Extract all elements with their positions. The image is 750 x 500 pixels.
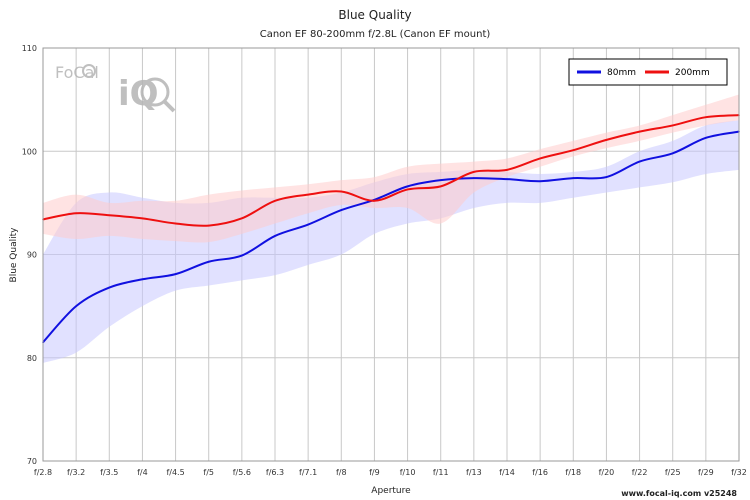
series-lines <box>42 114 740 344</box>
x-tick-label: f/3.5 <box>100 468 118 477</box>
data-point-200mm <box>340 190 343 193</box>
y-tick-label: 70 <box>27 457 37 466</box>
footer-credit: www.focal-iq.com v25248 <box>621 489 737 498</box>
data-point-80mm <box>671 152 674 155</box>
x-tick-label: f/18 <box>565 468 581 477</box>
data-point-80mm <box>274 235 276 237</box>
x-tick-label: f/8 <box>336 468 347 477</box>
x-tick-label: f/16 <box>532 468 548 477</box>
x-tick-label: f/14 <box>499 468 515 477</box>
watermark-magnifier-icon <box>140 77 170 107</box>
data-point-200mm <box>638 130 641 133</box>
data-point-200mm <box>406 188 409 191</box>
plot-border <box>42 47 740 462</box>
data-point-200mm <box>539 157 541 160</box>
data-point-80mm <box>141 278 144 281</box>
data-point-200mm <box>705 116 707 118</box>
data-point-200mm <box>506 169 508 171</box>
y-axis-label: Blue Quality <box>9 227 19 283</box>
chart-subtitle: Canon EF 80-200mm f/2.8L (Canon EF mount… <box>260 29 491 40</box>
watermark-logo: FoCal iQ <box>55 63 176 114</box>
series-line-80mm <box>42 130 740 343</box>
chart-title: Blue Quality <box>338 8 411 22</box>
y-tick-label: 90 <box>27 251 37 260</box>
x-tick-label: f/4.5 <box>166 468 184 477</box>
x-tick-label: f/22 <box>632 468 648 477</box>
data-point-200mm <box>671 124 674 127</box>
data-point-80mm <box>406 185 409 188</box>
y-tick-label: 110 <box>22 44 37 53</box>
data-point-80mm <box>539 180 541 182</box>
x-tick-label: f/2.8 <box>34 468 52 477</box>
x-tick-label: f/5 <box>203 468 214 477</box>
x-tick-label: f/7.1 <box>299 468 317 477</box>
data-point-80mm <box>572 177 575 179</box>
data-point-200mm <box>473 171 475 173</box>
x-tick-label: f/20 <box>599 468 615 477</box>
y-tick-label: 80 <box>27 354 37 363</box>
data-point-80mm <box>705 137 707 139</box>
data-point-200mm <box>75 212 77 214</box>
data-point-80mm <box>340 209 343 211</box>
data-point-80mm <box>75 305 77 307</box>
data-point-80mm <box>506 178 508 180</box>
data-point-80mm <box>108 286 111 289</box>
data-point-200mm <box>207 224 210 227</box>
data-point-80mm <box>439 179 442 181</box>
data-point-200mm <box>274 200 276 202</box>
legend-label-80mm: 80mm <box>607 68 636 78</box>
data-point-80mm <box>638 160 641 163</box>
data-point-200mm <box>307 193 309 196</box>
data-point-80mm <box>473 177 475 179</box>
data-point-80mm <box>174 273 177 275</box>
watermark-lens-icon <box>82 64 96 78</box>
data-point-200mm <box>241 217 243 220</box>
data-point-200mm <box>605 139 608 141</box>
x-tick-label: f/11 <box>433 468 449 477</box>
data-point-80mm <box>605 176 608 178</box>
data-point-80mm <box>307 223 309 226</box>
data-point-200mm <box>174 222 177 225</box>
watermark-magnifier-handle <box>162 99 176 113</box>
x-tick-label: f/32 <box>731 468 747 477</box>
x-tick-label: f/13 <box>466 468 482 477</box>
legend-label-200mm: 200mm <box>675 68 710 78</box>
data-point-200mm <box>439 185 442 188</box>
x-tick-label: f/6.3 <box>266 468 284 477</box>
data-point-200mm <box>373 200 376 202</box>
x-tick-label: f/10 <box>400 468 416 477</box>
data-point-200mm <box>572 149 575 152</box>
y-tick-label: 100 <box>22 147 37 156</box>
legend: 80mm 200mm <box>568 58 728 86</box>
tick-labels: f/2.8 f/3.2 f/3.5 f/4 f/4.5 f/5 f/5.6 f/6.3 f/7.… <box>22 44 747 477</box>
x-tick-label: f/4 <box>137 468 148 477</box>
band-80mm <box>43 120 739 363</box>
data-point-200mm <box>141 217 144 220</box>
data-point-80mm <box>207 260 210 263</box>
x-tick-label: f/5.6 <box>233 468 251 477</box>
bands <box>43 94 739 363</box>
x-axis-label: Aperture <box>371 486 411 496</box>
data-point-80mm <box>241 254 243 257</box>
x-tick-label: f/9 <box>369 468 380 477</box>
band-200mm <box>43 94 739 243</box>
x-tick-label: f/29 <box>698 468 714 477</box>
data-point-200mm <box>108 214 111 217</box>
x-tick-label: f/25 <box>665 468 681 477</box>
series-line-200mm <box>42 114 740 227</box>
x-tick-label: f/3.2 <box>67 468 85 477</box>
